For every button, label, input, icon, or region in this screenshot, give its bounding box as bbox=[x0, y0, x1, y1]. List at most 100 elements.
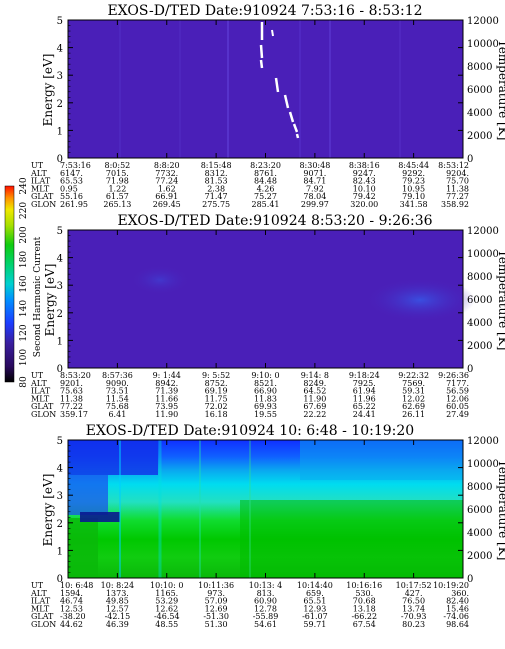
y-tick-label: 2 bbox=[57, 519, 63, 530]
panel-1-streaks bbox=[119, 20, 401, 158]
panel-1-white-dot bbox=[271, 29, 274, 37]
orbit-value: 358.92 bbox=[441, 200, 469, 209]
orbit-value: 9:26:36 bbox=[438, 371, 469, 380]
orbit-value: 71.98 bbox=[106, 177, 129, 186]
orbit-value: 9:14: 8 bbox=[301, 371, 329, 380]
orbit-value: 7177. bbox=[446, 379, 469, 388]
orbit-value: 9:22:32 bbox=[398, 371, 429, 380]
colorbar-tick-label: 80 bbox=[19, 376, 29, 388]
colorbar-ticks: 80 100 120 140 160 180 200 220 240 bbox=[19, 177, 29, 388]
orbit-value: 360. bbox=[451, 589, 469, 598]
colorbar-tick-label: 100 bbox=[19, 349, 29, 366]
y-tick-label: 1 bbox=[57, 336, 63, 347]
orbit-value: 659. bbox=[306, 589, 324, 598]
orbit-value: 0.95 bbox=[60, 184, 78, 193]
orbit-value: 46.74 bbox=[60, 597, 83, 606]
orbit-value: 341.58 bbox=[400, 200, 428, 209]
orbit-value: 11.54 bbox=[106, 394, 129, 403]
panel-3-y2label: Temperature [K] bbox=[496, 460, 505, 561]
orbit-value: 8:30:48 bbox=[299, 161, 330, 170]
orbit-value: 2.38 bbox=[207, 184, 225, 193]
panel-3-y-axis: 0 1 2 3 4 5 bbox=[57, 436, 464, 585]
orbit-value: 79.10 bbox=[402, 192, 425, 201]
orbit-value: 75.63 bbox=[60, 387, 83, 396]
panel-3-ylabel: Energy [eV] bbox=[41, 474, 55, 547]
orbit-value: 69.93 bbox=[254, 402, 277, 411]
y2-tick-label: 0 bbox=[467, 154, 473, 165]
y-tick-label: 1 bbox=[57, 126, 63, 137]
orbit-value: 8942. bbox=[155, 379, 178, 388]
orbit-value: 62.69 bbox=[402, 402, 425, 411]
orbit-value: 4.26 bbox=[257, 184, 275, 193]
orbit-value: 8761. bbox=[254, 169, 277, 178]
y2-tick-label: 12000 bbox=[467, 436, 499, 447]
orbit-row-label: UT bbox=[31, 161, 44, 170]
orbit-value: 49.85 bbox=[106, 597, 129, 606]
orbit-row-label: GLON bbox=[31, 410, 56, 419]
orbit-value: -66.22 bbox=[351, 612, 377, 621]
orbit-value: 10:19:20 bbox=[433, 581, 469, 590]
orbit-value: 22.22 bbox=[303, 410, 326, 419]
y2-tick-label: 6000 bbox=[467, 505, 492, 516]
y-tick-label: 0 bbox=[57, 364, 63, 375]
orbit-value: 71.47 bbox=[205, 192, 228, 201]
orbit-value: 7569. bbox=[402, 379, 425, 388]
orbit-value: 11.38 bbox=[60, 394, 83, 403]
orbit-value: 82.43 bbox=[353, 177, 376, 186]
orbit-value: -55.89 bbox=[253, 612, 279, 621]
panel-1-y-axis: 0 1 2 3 4 5 bbox=[57, 16, 464, 165]
orbit-value: 9090. bbox=[106, 379, 129, 388]
orbit-value: -46.54 bbox=[154, 612, 180, 621]
orbit-value: 76.50 bbox=[402, 597, 425, 606]
orbit-value: 10.10 bbox=[353, 184, 376, 193]
y-tick-label: 3 bbox=[57, 71, 63, 82]
orbit-value: 11.75 bbox=[205, 394, 228, 403]
orbit-value: 6.41 bbox=[108, 410, 126, 419]
orbit-value: 69.19 bbox=[205, 387, 228, 396]
orbit-row-label: GLAT bbox=[31, 402, 54, 411]
orbit-value: 27.49 bbox=[446, 410, 469, 419]
orbit-value: 60.05 bbox=[446, 402, 469, 411]
panel-2-y-axis: 0 1 2 3 4 5 bbox=[57, 226, 464, 375]
colorbar: 80 100 120 140 160 180 200 220 240 Second Harmon… bbox=[4, 177, 43, 388]
orbit-value: 84.71 bbox=[303, 177, 326, 186]
orbit-row-label: ALT bbox=[30, 589, 47, 598]
panel-3: EXOS-D/TED Date:910924 10: 6:48 - 10:19:… bbox=[30, 423, 505, 629]
orbit-value: 75.70 bbox=[446, 177, 469, 186]
orbit-value: 66.90 bbox=[254, 387, 277, 396]
orbit-value: 72.02 bbox=[205, 402, 228, 411]
orbit-value: 12.93 bbox=[303, 604, 326, 613]
panel-1-title: EXOS-D/TED Date:910924 7:53:16 - 8:53:12 bbox=[107, 3, 422, 19]
orbit-value: 8:53:20 bbox=[60, 371, 91, 380]
orbit-value: 7015. bbox=[106, 169, 129, 178]
y-tick-label: 0 bbox=[57, 154, 63, 165]
orbit-value: 8752. bbox=[205, 379, 228, 388]
orbit-value: 9:10: 0 bbox=[251, 371, 279, 380]
orbit-row-label: MLT bbox=[31, 604, 50, 613]
panel-2: EXOS-D/TED Date:910924 8:53:20 - 9:26:36… bbox=[30, 213, 505, 419]
orbit-value: -74.06 bbox=[443, 612, 469, 621]
y-tick-label: 5 bbox=[57, 226, 63, 237]
orbit-row-label: ALT bbox=[30, 169, 47, 178]
orbit-value: 12.69 bbox=[205, 604, 228, 613]
orbit-value: 13.18 bbox=[353, 604, 376, 613]
orbit-value: 70.68 bbox=[353, 597, 376, 606]
orbit-value: 48.55 bbox=[155, 620, 178, 629]
orbit-value: 427. bbox=[405, 589, 423, 598]
panel-2-y2-axis: 0 2000 4000 6000 8000 10000 12000 bbox=[467, 226, 499, 375]
y2-tick-label: 8000 bbox=[467, 272, 492, 283]
orbit-value: 75.68 bbox=[106, 402, 129, 411]
orbit-row-label: GLON bbox=[31, 200, 56, 209]
y-tick-label: 4 bbox=[57, 44, 63, 55]
y2-tick-label: 12000 bbox=[467, 226, 499, 237]
panel-1-plot-area bbox=[68, 20, 463, 158]
orbit-value: 1373. bbox=[106, 589, 129, 598]
panel-3-texture bbox=[68, 440, 463, 578]
orbit-value: 8:15:48 bbox=[201, 161, 232, 170]
colorbar-tick-label: 240 bbox=[19, 177, 29, 194]
y2-tick-label: 2000 bbox=[467, 551, 492, 562]
orbit-value: 9201. bbox=[60, 379, 83, 388]
orbit-value: 9: 5:52 bbox=[202, 371, 230, 380]
orbit-value: 261.95 bbox=[60, 200, 88, 209]
orbit-value: 530. bbox=[355, 589, 373, 598]
